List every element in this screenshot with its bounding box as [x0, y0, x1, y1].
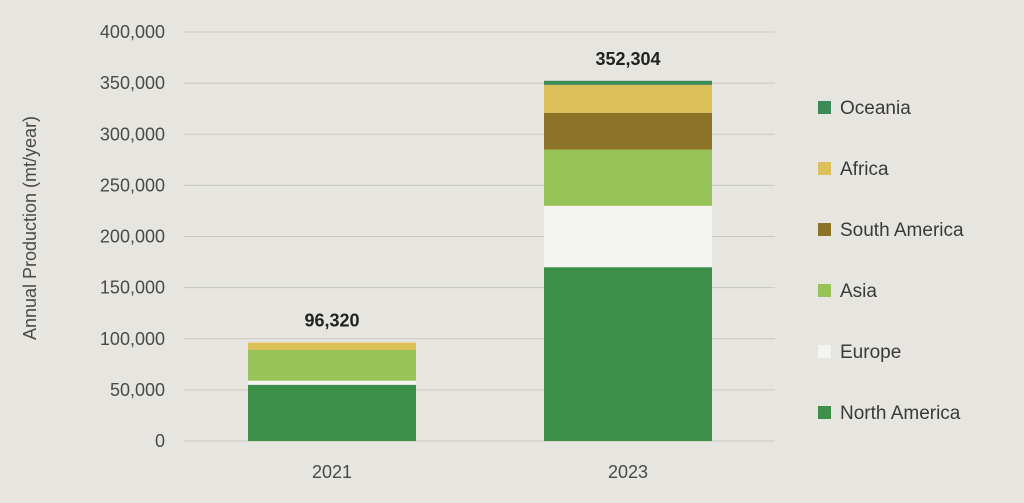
y-tick-label: 400,000: [100, 22, 165, 42]
bar-segment-north-america-2021: [248, 384, 416, 441]
y-tick-label: 200,000: [100, 227, 165, 247]
legend-label: South America: [840, 220, 964, 241]
y-tick-label: 300,000: [100, 124, 165, 144]
y-tick-label: 0: [155, 431, 165, 451]
legend-label: North America: [840, 403, 961, 424]
total-labels: 96,320 352,304: [304, 49, 660, 331]
bar-segment-europe-2021: [248, 380, 416, 385]
total-label-2021: 96,320: [304, 311, 359, 331]
legend-label: Asia: [840, 281, 877, 302]
legend-swatch: [818, 406, 831, 419]
bar-segment-africa-2023: [544, 84, 712, 113]
legend-item-south-america: South America: [818, 220, 964, 241]
legend-swatch: [818, 223, 831, 236]
bar-segment-asia-2023: [544, 149, 712, 206]
legend-label: Europe: [840, 342, 901, 363]
bar-segment-asia-2021: [248, 349, 416, 381]
legend-label: Oceania: [840, 98, 911, 119]
legend-swatch: [818, 284, 831, 297]
bar-segment-europe-2023: [544, 205, 712, 268]
legend-swatch: [818, 162, 831, 175]
y-tick-label: 150,000: [100, 278, 165, 298]
y-tick-label: 100,000: [100, 329, 165, 349]
legend-item-europe: Europe: [818, 342, 901, 363]
legend-item-africa: Africa: [818, 159, 889, 180]
x-tick-label-2023: 2023: [608, 462, 648, 482]
bars: [248, 80, 712, 441]
legend-item-north-america: North America: [818, 403, 961, 424]
bar-segment-oceania-2023: [544, 80, 712, 85]
total-label-2023: 352,304: [595, 49, 660, 69]
legend-item-oceania: Oceania: [818, 98, 911, 119]
x-axis-ticks: 2021 2023: [312, 462, 648, 482]
legend-label: Africa: [840, 159, 889, 180]
legend-item-asia: Asia: [818, 281, 877, 302]
x-tick-label-2021: 2021: [312, 462, 352, 482]
bar-segment-africa-2021: [248, 342, 416, 350]
legend-swatch: [818, 345, 831, 358]
y-axis-ticks: 0 50,000 100,000 150,000 200,000 250,000 300,0…: [100, 22, 165, 451]
bar-segment-north-america-2023: [544, 267, 712, 441]
y-tick-label: 350,000: [100, 73, 165, 93]
y-axis-label: Annual Production (mt/year): [20, 116, 40, 340]
legend-swatch: [818, 101, 831, 114]
y-tick-label: 250,000: [100, 175, 165, 195]
bar-segment-south-america-2023: [544, 112, 712, 150]
legend: Oceania Africa South America Asia Europe Nort…: [818, 98, 964, 424]
y-tick-label: 50,000: [110, 380, 165, 400]
